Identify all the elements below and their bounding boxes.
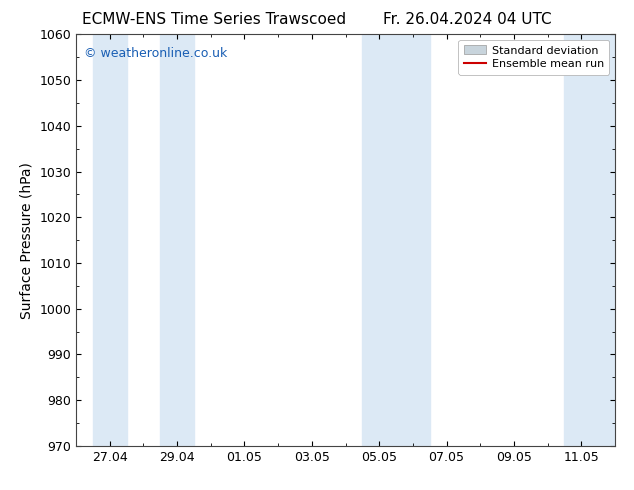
Bar: [160, 34, 194, 446]
Bar: [93, 34, 127, 446]
Text: © weatheronline.co.uk: © weatheronline.co.uk: [84, 47, 228, 60]
Bar: [564, 34, 615, 446]
Y-axis label: Surface Pressure (hPa): Surface Pressure (hPa): [20, 162, 34, 318]
Text: ECMW-ENS Time Series Trawscoed: ECMW-ENS Time Series Trawscoed: [82, 12, 347, 27]
Text: Fr. 26.04.2024 04 UTC: Fr. 26.04.2024 04 UTC: [383, 12, 552, 27]
Legend: Standard deviation, Ensemble mean run: Standard deviation, Ensemble mean run: [458, 40, 609, 74]
Bar: [363, 34, 396, 446]
Bar: [396, 34, 430, 446]
